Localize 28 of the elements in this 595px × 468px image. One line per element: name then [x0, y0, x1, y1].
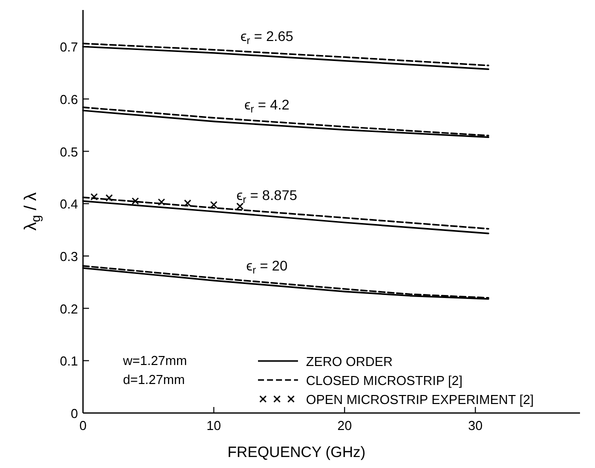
annotation: ϵ$_{r}$ = 4.2 [244, 96, 290, 116]
y-tick-label: 0.7 [60, 40, 78, 55]
x-tick-label: 10 [206, 418, 222, 433]
legend-label: ZERO ORDER [306, 354, 393, 369]
point [90, 193, 98, 200]
annotation: ϵ$_{r}$ = 2.65 [240, 28, 294, 48]
x-axis-title: FREQUENCY (GHz) [227, 444, 366, 461]
annotation: ϵ$_{r}$ = 20 [246, 257, 288, 277]
point [158, 198, 166, 206]
y-tick-label: 0.1 [60, 354, 78, 369]
y-tick-label: 0 [70, 406, 78, 421]
annotation: w=1.27mm [122, 353, 187, 368]
annotation: d=1.27mm [123, 372, 185, 387]
y-tick-label: 0.4 [60, 196, 78, 212]
y-tick-label: 0.6 [60, 92, 78, 107]
x-tick-label: 30 [468, 418, 483, 433]
legend-label: CLOSED MICROSTRIP [2] [306, 373, 463, 388]
x-tick-label: 20 [337, 418, 352, 433]
legend-label: OPEN MICROSTRIP EXPERIMENT [2] [306, 392, 534, 407]
point [236, 202, 244, 210]
y-tick-label: 0.5 [60, 144, 78, 160]
y-tick-label: 0.2 [60, 301, 78, 316]
annotation: ϵ$_{r}$ = 8.875 [236, 186, 298, 206]
point [106, 194, 113, 202]
point [132, 197, 139, 205]
point [184, 199, 192, 207]
point [210, 201, 218, 208]
y-tick-label: 0.3 [60, 248, 78, 264]
